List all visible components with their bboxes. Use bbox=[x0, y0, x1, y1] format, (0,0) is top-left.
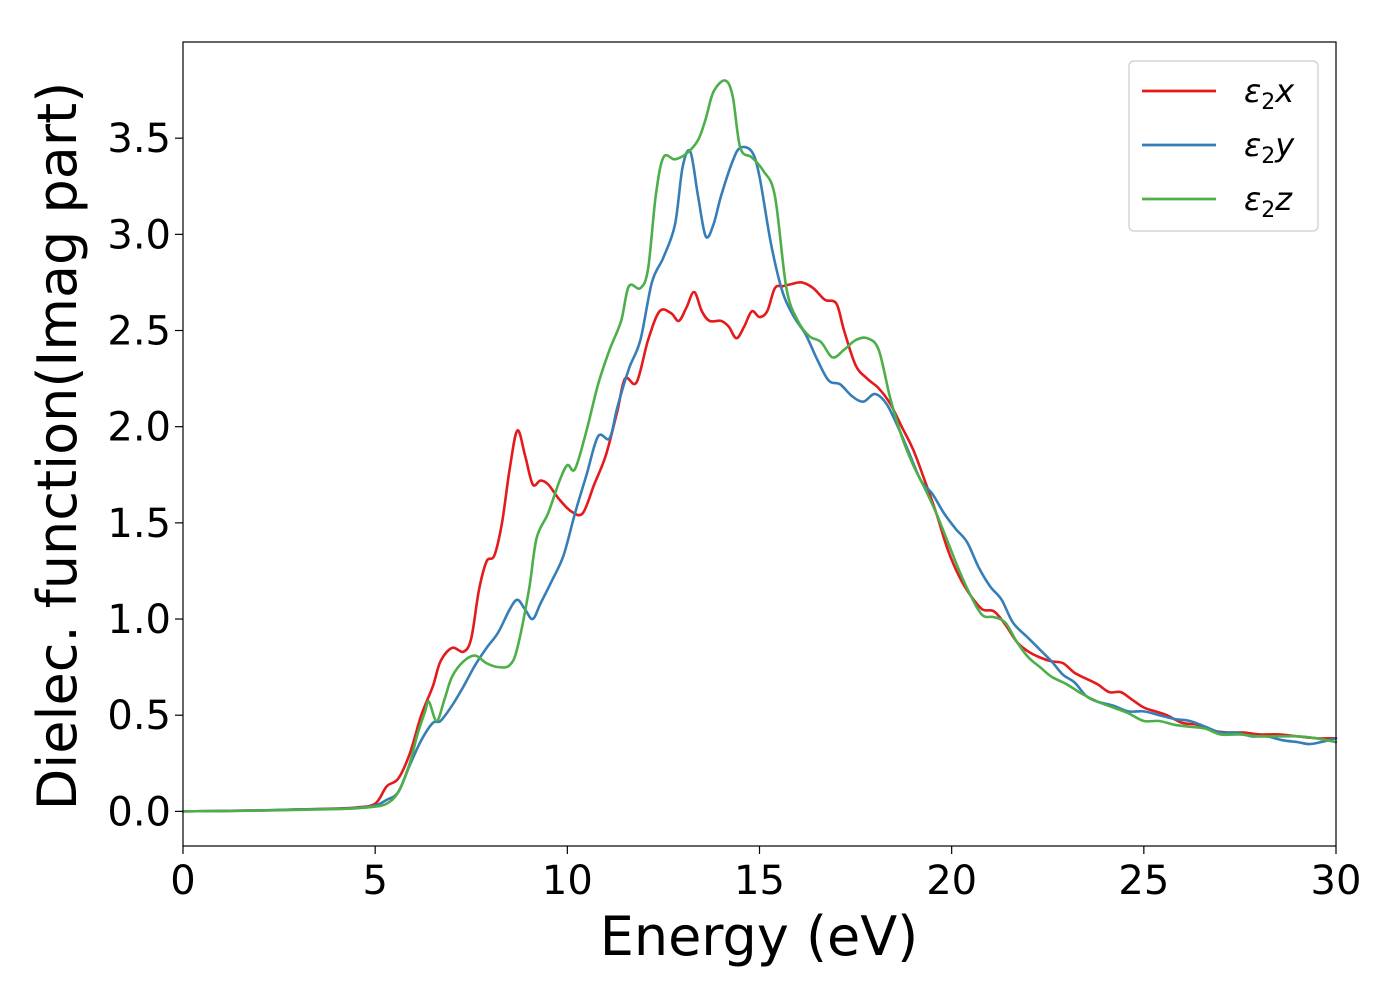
y-tick-label: 3.5 bbox=[107, 116, 171, 162]
legend-box bbox=[1128, 60, 1319, 232]
x-tick-label: 25 bbox=[1118, 858, 1169, 904]
series-line-y bbox=[181, 145, 1338, 813]
y-tick-label: 1.5 bbox=[107, 501, 171, 547]
y-tick-label: 1.0 bbox=[107, 597, 171, 643]
y-tick-label: 2.5 bbox=[107, 309, 171, 355]
x-tick-label: 5 bbox=[362, 858, 387, 904]
x-tick-label: 20 bbox=[926, 858, 977, 904]
y-tick-label: 0.0 bbox=[107, 789, 171, 835]
x-tick-label: 0 bbox=[170, 858, 195, 904]
x-tick-label: 30 bbox=[1311, 858, 1362, 904]
y-tick-label: 3.0 bbox=[107, 212, 171, 258]
y-tick-label: 0.5 bbox=[107, 693, 171, 739]
x-tick-label: 15 bbox=[734, 858, 785, 904]
legend-label-y: ε2y bbox=[1244, 126, 1295, 169]
x-axis-title: Energy (eV) bbox=[600, 905, 919, 968]
legend: ε2x ε2y ε2z bbox=[1128, 60, 1319, 232]
y-tick-label: 2.0 bbox=[107, 405, 171, 451]
legend-label-z: ε2z bbox=[1244, 180, 1293, 223]
series-line-x bbox=[181, 281, 1338, 813]
y-axis: 0.0 0.5 1.0 1.5 2.0 2.5 3.0 3.5 bbox=[107, 116, 183, 835]
series-line-z bbox=[181, 79, 1338, 813]
y-axis-title: Dielec. function(Imag part) bbox=[26, 82, 89, 811]
x-axis: 0 5 10 15 20 25 30 bbox=[170, 846, 1361, 904]
series-layer bbox=[181, 79, 1338, 813]
legend-label-x: ε2x bbox=[1244, 72, 1295, 115]
x-tick-label: 10 bbox=[542, 858, 593, 904]
